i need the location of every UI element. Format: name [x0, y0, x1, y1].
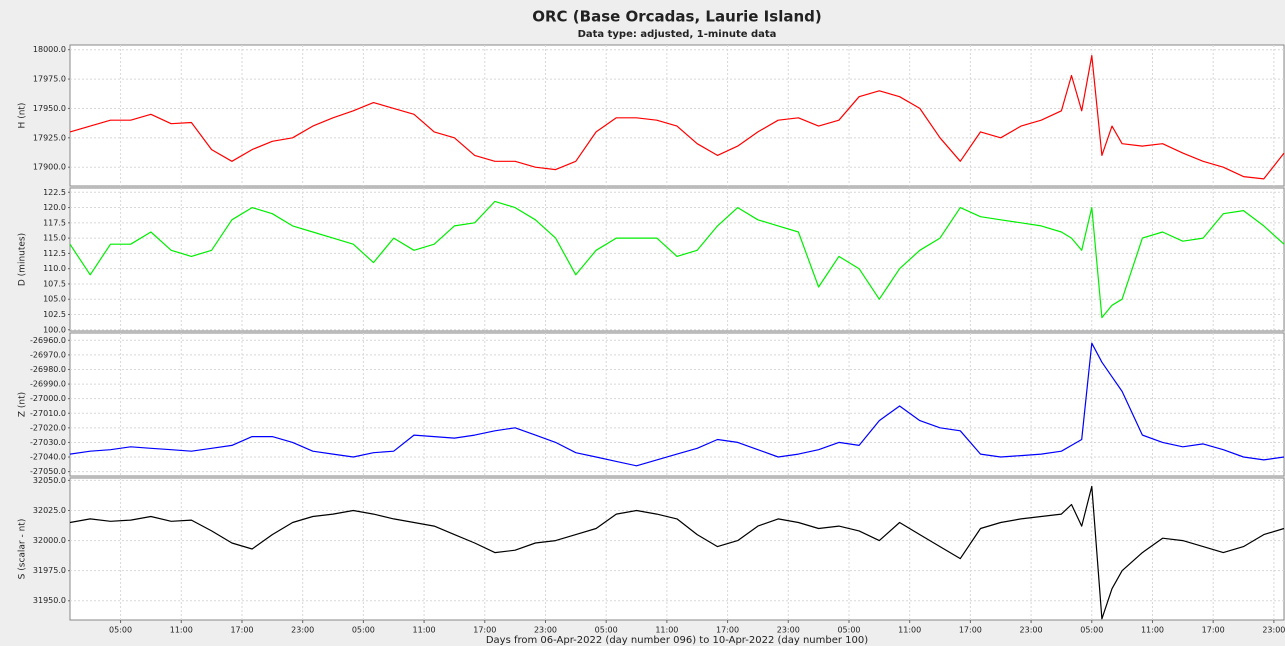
x-tick-label: 11:00: [170, 626, 193, 635]
x-tick-label: 11:00: [1141, 626, 1164, 635]
data-line: [69, 55, 1285, 180]
y-tick-label: 32000.0: [33, 536, 66, 545]
x-tick-label: 05:00: [837, 626, 860, 635]
x-tick-label: 11:00: [898, 626, 921, 635]
plot-area: [69, 332, 1285, 477]
x-tick-label: 05:00: [352, 626, 375, 635]
x-tick-label: 23:00: [291, 626, 314, 635]
y-tick-label: 18000.0: [33, 45, 66, 54]
x-tick-label: 17:00: [1202, 626, 1225, 635]
x-tick-label: 05:00: [595, 626, 618, 635]
y-tick-label: -27050.0: [30, 467, 66, 476]
y-tick-label: -27030.0: [30, 438, 66, 447]
x-tick-label: 05:00: [1080, 626, 1103, 635]
y-axis-label: S (scalar - nt): [18, 519, 28, 580]
y-tick-label: -27020.0: [30, 423, 66, 432]
y-tick-label: 120.0: [43, 203, 66, 212]
y-tick-label: 17975.0: [33, 75, 66, 84]
plot-area: [69, 477, 1285, 621]
y-tick-label: 32050.0: [33, 476, 66, 485]
chart-subtitle: Data type: adjusted, 1-minute data: [578, 29, 777, 40]
plot-area: [69, 187, 1285, 332]
y-tick-label: 117.5: [43, 218, 66, 227]
x-tick-label: 11:00: [655, 626, 678, 635]
y-tick-label: 17950.0: [33, 104, 66, 113]
y-axis-label: H (nt): [18, 103, 28, 129]
x-tick-label: 17:00: [716, 626, 739, 635]
x-axis-label: Days from 06-Apr-2022 (day number 096) t…: [486, 635, 868, 646]
y-tick-label: 100.0: [43, 325, 66, 334]
y-tick-label: 105.0: [43, 295, 66, 304]
y-tick-label: 102.5: [43, 310, 66, 319]
y-tick-label: 115.0: [43, 234, 66, 243]
y-tick-label: 31950.0: [33, 596, 66, 605]
y-axis-label: D (minutes): [18, 233, 28, 286]
x-tick-label: 17:00: [473, 626, 496, 635]
y-tick-label: -26980.0: [30, 365, 66, 374]
y-tick-label: -27000.0: [30, 394, 66, 403]
y-tick-label: 122.5: [43, 188, 66, 197]
y-tick-label: -26960.0: [30, 336, 66, 345]
y-tick-label: 107.5: [43, 279, 66, 288]
y-axis-label: Z (nt): [18, 392, 28, 417]
y-tick-label: 31975.0: [33, 566, 66, 575]
x-tick-label: 23:00: [777, 626, 800, 635]
y-tick-label: -26970.0: [30, 350, 66, 359]
x-tick-label: 11:00: [413, 626, 436, 635]
data-line: [69, 485, 1285, 620]
y-tick-label: 17925.0: [33, 133, 66, 142]
y-tick-label: -27040.0: [30, 453, 66, 462]
y-tick-label: -26990.0: [30, 380, 66, 389]
y-tick-label: 110.0: [43, 264, 66, 273]
x-tick-label: 23:00: [1262, 626, 1285, 635]
y-tick-label: 112.5: [43, 249, 66, 258]
y-tick-label: 32025.0: [33, 506, 66, 515]
data-line: [69, 342, 1285, 467]
plot-area: [69, 44, 1285, 187]
x-tick-label: 05:00: [109, 626, 132, 635]
y-tick-label: 17900.0: [33, 163, 66, 172]
y-tick-label: -27010.0: [30, 409, 66, 418]
x-tick-label: 17:00: [959, 626, 982, 635]
x-tick-label: 23:00: [534, 626, 557, 635]
chart-title: ORC (Base Orcadas, Laurie Island): [532, 8, 821, 26]
x-tick-label: 17:00: [230, 626, 253, 635]
x-tick-label: 23:00: [1020, 626, 1043, 635]
data-line: [69, 200, 1285, 319]
